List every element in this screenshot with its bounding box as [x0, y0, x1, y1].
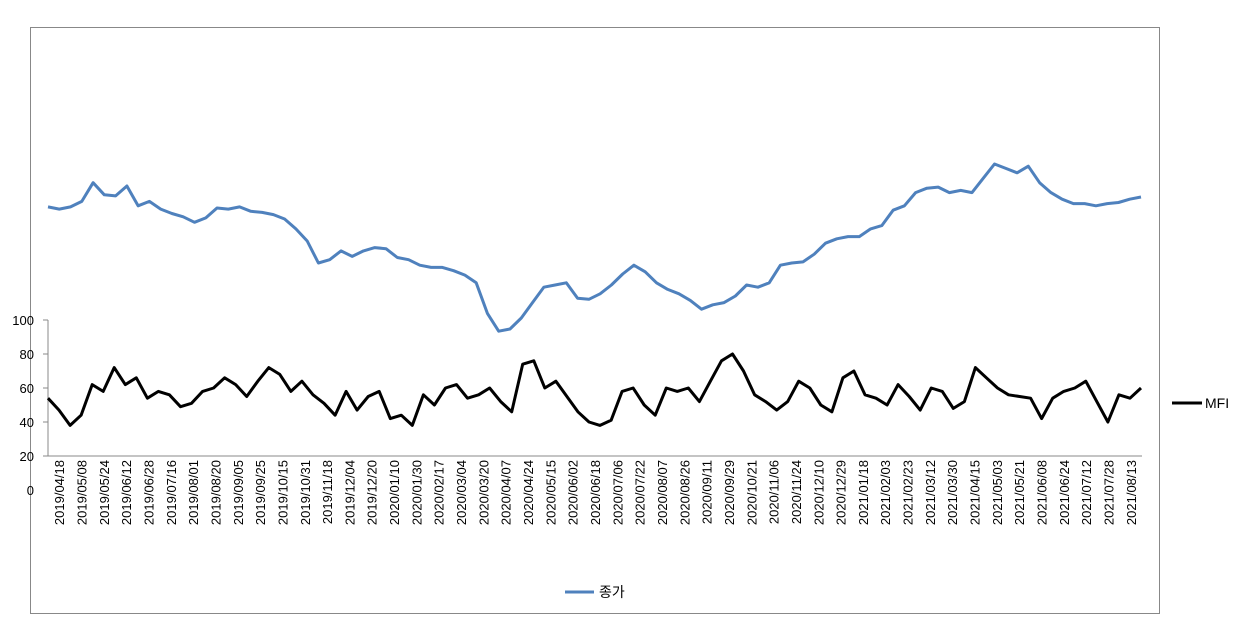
x-tick-label: 2020/03/04	[454, 460, 469, 525]
y-tick-label: 20	[20, 449, 34, 464]
x-tick-label: 2020/01/30	[409, 460, 424, 525]
x-tick-label: 2020/09/29	[722, 460, 737, 525]
x-tick-label: 2019/12/20	[365, 460, 380, 525]
x-tick-label: 2020/11/24	[789, 460, 804, 524]
x-tick-label: 2020/11/06	[767, 460, 782, 524]
x-tick-label: 2020/10/21	[744, 460, 759, 525]
x-tick-label: 2020/01/10	[387, 460, 402, 525]
x-tick-label: 2019/06/12	[119, 460, 134, 525]
x-tick-label: 2021/08/13	[1124, 460, 1139, 525]
x-tick-label: 2020/02/17	[432, 460, 447, 525]
x-tick-label: 2019/10/15	[275, 460, 290, 525]
x-tick-label: 2021/05/03	[990, 460, 1005, 525]
series-close-price-line	[47, 162, 1142, 333]
x-tick-label: 2021/06/24	[1057, 460, 1072, 525]
x-tick-label: 2020/06/18	[588, 460, 603, 525]
y-tick-label: 80	[20, 347, 34, 362]
x-tick-label: 2020/12/10	[811, 460, 826, 525]
x-tick-label: 2019/06/28	[141, 460, 156, 525]
x-tick-label: 2021/06/08	[1035, 460, 1050, 525]
x-tick-label: 2019/12/04	[342, 460, 357, 525]
legend-close-price: 종가	[565, 584, 625, 600]
x-tick-label: 2020/08/26	[677, 460, 692, 525]
x-tick-label: 2019/08/01	[186, 460, 201, 525]
x-tick-label: 2019/04/18	[52, 460, 67, 525]
x-tick-label: 2019/08/20	[208, 460, 223, 525]
legend-mfi: MFI	[1172, 395, 1229, 411]
x-tick-label: 2021/04/15	[968, 460, 983, 525]
y-tick-label: 0	[27, 483, 34, 498]
series-layer	[46, 162, 1143, 427]
x-tick-label: 2021/07/28	[1102, 460, 1117, 525]
x-tick-label: 2021/02/03	[878, 460, 893, 525]
x-tick-label: 2021/02/23	[901, 460, 916, 525]
x-tick-label: 2019/05/24	[97, 460, 112, 525]
y-tick-label: 100	[12, 313, 34, 328]
x-tick-label: 2021/05/21	[1012, 460, 1027, 525]
y-tick-label: 60	[20, 381, 34, 396]
x-axis: 2019/04/18 2019/05/08 2019/05/24 2019/06/12…	[48, 455, 1142, 525]
x-tick-label: 2021/01/18	[856, 460, 871, 525]
x-tick-label: 2019/05/08	[74, 460, 89, 525]
series-mfi-line	[46, 352, 1143, 427]
chart-frame	[30, 27, 1160, 614]
x-tick-label: 2020/03/20	[476, 460, 491, 525]
x-tick-label: 2019/09/25	[253, 460, 268, 525]
x-tick-label: 2019/11/18	[320, 460, 335, 524]
x-tick-label: 2020/12/29	[834, 460, 849, 525]
x-tick-label: 2020/05/15	[543, 460, 558, 525]
x-tick-label: 2019/10/31	[298, 460, 313, 525]
x-tick-label: 2020/08/07	[655, 460, 670, 525]
x-tick-label: 2020/07/22	[633, 460, 648, 525]
legend-mfi-label: MFI	[1205, 395, 1229, 411]
x-tick-label: 2020/06/02	[566, 460, 581, 525]
y-tick-label: 40	[20, 415, 34, 430]
x-tick-label: 2020/09/11	[700, 460, 715, 524]
x-tick-label: 2019/09/05	[231, 460, 246, 525]
x-tick-label: 2020/04/07	[499, 460, 514, 525]
legend-close-price-label: 종가	[599, 584, 625, 600]
x-tick-label: 2021/03/30	[945, 460, 960, 525]
x-tick-label: 2021/07/12	[1079, 460, 1094, 525]
x-tick-label: 2020/04/24	[521, 460, 536, 525]
y-axis: 0 20 40 60 80 100	[12, 313, 49, 498]
x-tick-label: 2021/03/12	[923, 460, 938, 525]
x-tick-label: 2020/07/06	[610, 460, 625, 525]
x-tick-label: 2019/07/16	[164, 460, 179, 525]
